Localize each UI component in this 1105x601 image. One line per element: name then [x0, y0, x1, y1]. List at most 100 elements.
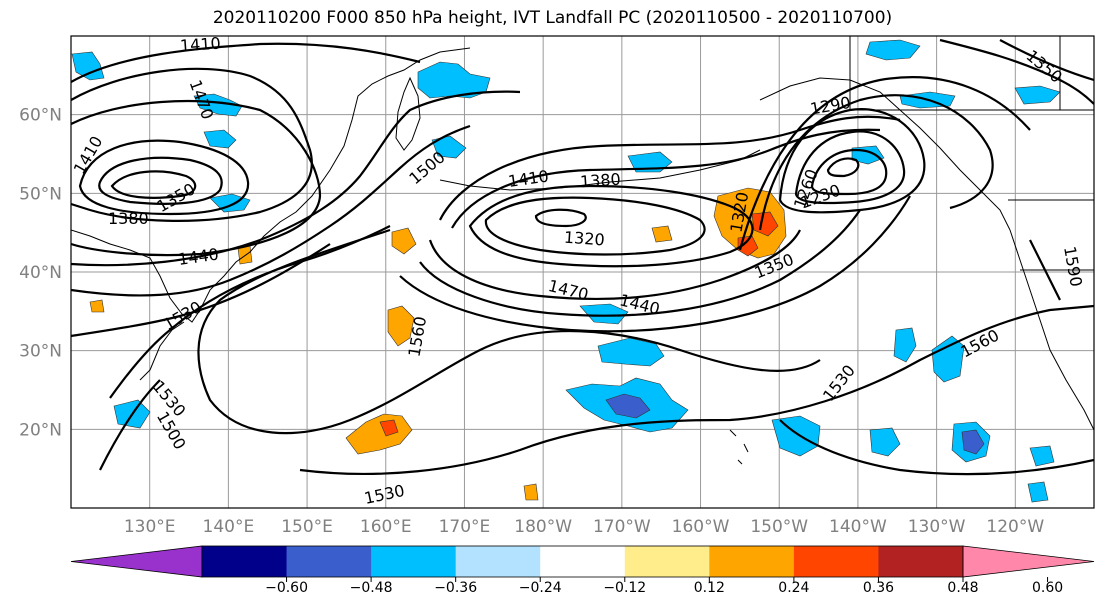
height-contour — [71, 124, 471, 297]
latitude-tick-label: 30°N — [19, 342, 62, 362]
colorbar-tick-label: −0.36 — [434, 580, 477, 596]
contour-label: 1470 — [546, 276, 590, 304]
contour-label: 1380 — [108, 209, 149, 228]
height-contour — [99, 379, 161, 471]
ivt-positive-region — [387, 305, 415, 347]
ivt-strong-negative-region — [961, 429, 985, 455]
kamchatka-coastline — [395, 76, 421, 151]
colorbar-segment — [709, 546, 795, 577]
ivt-negative-region — [71, 51, 105, 81]
ivt-positive-region — [523, 483, 539, 501]
colorbar-tick-label: −0.60 — [265, 580, 308, 596]
height-contour — [826, 157, 860, 178]
colorbar-tick-label: −0.48 — [350, 580, 393, 596]
height-contour — [779, 419, 1094, 476]
height-contour — [439, 115, 901, 221]
ivt-negative-region — [865, 39, 921, 61]
longitude-tick-label: 160°E — [360, 517, 412, 537]
colorbar-segment — [540, 546, 626, 577]
contour-label: 1530 — [819, 361, 859, 405]
contour-label: 1500 — [153, 408, 190, 453]
ivt-positive-region — [651, 225, 673, 243]
height-contours — [71, 38, 1094, 476]
ivt-negative-region — [193, 93, 243, 117]
ivt-shading — [71, 39, 1061, 503]
height-contour — [71, 90, 521, 267]
height-contour — [98, 156, 223, 205]
colorbar-segment — [793, 546, 879, 577]
ivt-positive-region — [713, 187, 787, 259]
height-contour — [78, 139, 250, 216]
colorbar-tick-label: 0.12 — [694, 580, 725, 596]
ivt-positive-region — [345, 413, 413, 455]
colorbar-tick-label: 0.36 — [863, 580, 894, 596]
ivt-negative-region — [597, 337, 665, 367]
longitude-tick-label: 170°W — [593, 517, 651, 537]
contour-label: 1410 — [179, 34, 221, 56]
height-contour — [428, 229, 801, 301]
colorbar: −0.60 −0.48 −0.36 −0.24 −0.12 0.12 0.24 0.36 0.4… — [70, 545, 1095, 596]
ivt-strong-negative-region — [605, 393, 651, 419]
colorbar-segment — [286, 546, 372, 577]
ivt-positive-region — [391, 227, 417, 255]
figure-title: 2020110200 F000 850 hPa height, IVT Land… — [212, 8, 893, 28]
ivt-negative-region — [1029, 445, 1055, 467]
alaska-coastline — [759, 77, 1011, 231]
colorbar-tick-label: 0.60 — [1032, 580, 1063, 596]
longitude-tick-label: 140°E — [203, 517, 255, 537]
contour-label: 1440 — [177, 244, 220, 268]
na-west-coastline — [1009, 229, 1094, 431]
height-contour — [939, 38, 1094, 105]
colorbar-extend-low — [70, 545, 203, 578]
longitude-tick-label: 120°W — [986, 517, 1044, 537]
contour-label: 1350 — [154, 179, 199, 216]
longitude-tick-label: 140°W — [829, 517, 887, 537]
height-contour — [758, 94, 994, 231]
longitude-tick-label: 170°E — [439, 517, 491, 537]
height-contour — [71, 243, 331, 338]
hawaii-islands — [729, 429, 749, 465]
height-contour — [299, 304, 1094, 476]
map-frame — [70, 35, 1095, 509]
height-contour — [794, 130, 906, 205]
longitude-tick-label: 150°W — [750, 517, 808, 537]
longitude-labels: 130°E 140°E 150°E 160°E 170°E 180°W 170°W 160°W… — [124, 517, 1045, 537]
colorbar-segment — [455, 546, 541, 577]
height-contour — [468, 184, 754, 268]
japan-coastline — [139, 321, 185, 381]
ivt-positive-region — [89, 299, 105, 313]
longitude-tick-label: 160°W — [672, 517, 730, 537]
contour-label: 1470 — [186, 77, 218, 122]
ivt-negative-region — [1014, 85, 1061, 105]
ivt-negative-region — [431, 135, 467, 159]
latitude-tick-label: 40°N — [19, 263, 62, 283]
colorbar-segment — [371, 546, 457, 577]
height-contour — [999, 39, 1094, 82]
height-contour — [810, 148, 888, 196]
contour-label: 1530 — [160, 297, 205, 334]
asia-coastline — [71, 47, 471, 323]
height-contour — [109, 225, 391, 399]
longitude-tick-label: 130°E — [124, 517, 176, 537]
longitude-tick-label: 150°E — [281, 517, 333, 537]
colorbar-segment — [202, 546, 288, 577]
latitude-tick-label: 50°N — [19, 184, 62, 204]
height-contour — [71, 67, 313, 222]
ivt-strong-positive-region — [379, 419, 399, 437]
height-contour — [451, 128, 881, 229]
aleutian-islands — [439, 149, 761, 191]
height-contour — [71, 100, 322, 257]
longitude-tick-label: 180°W — [514, 517, 572, 537]
contour-label: 1320 — [563, 228, 605, 250]
latitude-tick-label: 20°N — [19, 420, 62, 440]
height-contour — [197, 228, 821, 435]
height-contour — [1029, 239, 1061, 301]
colorbar-segment — [878, 546, 964, 577]
ivt-negative-region — [1027, 481, 1049, 503]
ivt-strong-positive-region — [751, 211, 779, 237]
contour-label: 1530 — [363, 481, 407, 508]
map-area: 1410 1470 1410 1350 1380 1440 1530 1530 … — [71, 34, 1094, 508]
longitude-tick-label: 130°W — [908, 517, 966, 537]
ivt-negative-region — [931, 335, 965, 383]
